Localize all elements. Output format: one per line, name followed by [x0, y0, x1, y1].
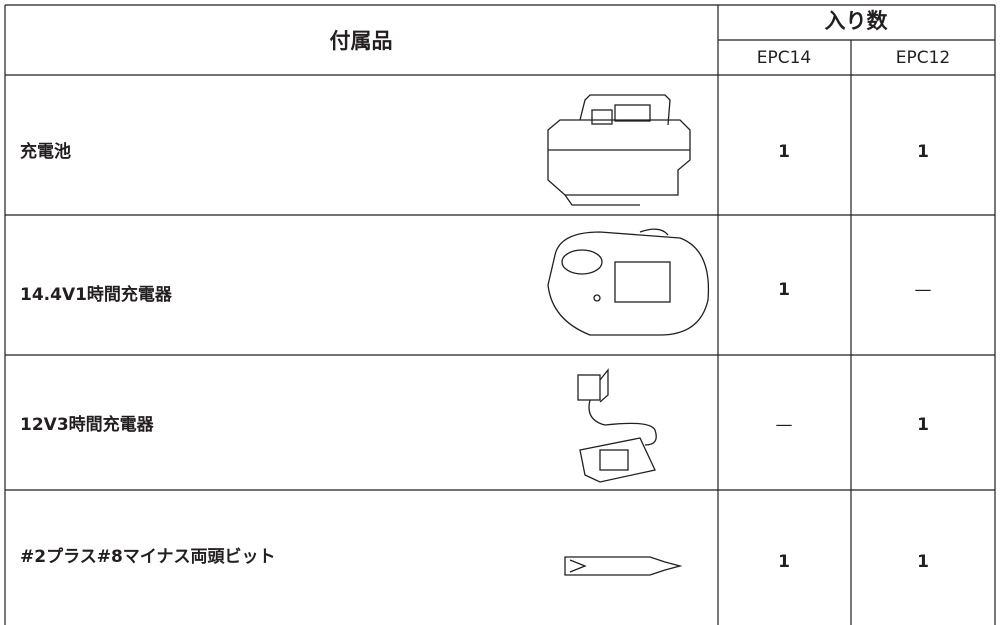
column-title: 付属品: [330, 29, 393, 53]
item-name: 12V3時間充電器: [20, 414, 155, 435]
column-title: 入り数: [825, 9, 889, 33]
count: 1: [778, 280, 790, 300]
count: 1: [778, 552, 790, 572]
bit-icon: [564, 556, 683, 576]
count: 1: [917, 415, 929, 435]
count: —: [776, 415, 793, 435]
charger-icon: [547, 228, 710, 336]
charger-icon: [577, 368, 657, 483]
battery-icon: [547, 94, 691, 206]
item-name: 充電池: [20, 141, 71, 162]
count: 1: [778, 142, 790, 162]
item-name: 14.4V1時間充電器: [20, 284, 173, 305]
model-name: EPC12: [896, 48, 951, 68]
model-name: EPC14: [757, 48, 812, 68]
count: —: [915, 280, 932, 300]
item-name: #2プラス#8マイナス両頭ビット: [20, 546, 275, 567]
count: 1: [917, 142, 929, 162]
count: 1: [917, 552, 929, 572]
table-lines: [4, 4, 996, 625]
